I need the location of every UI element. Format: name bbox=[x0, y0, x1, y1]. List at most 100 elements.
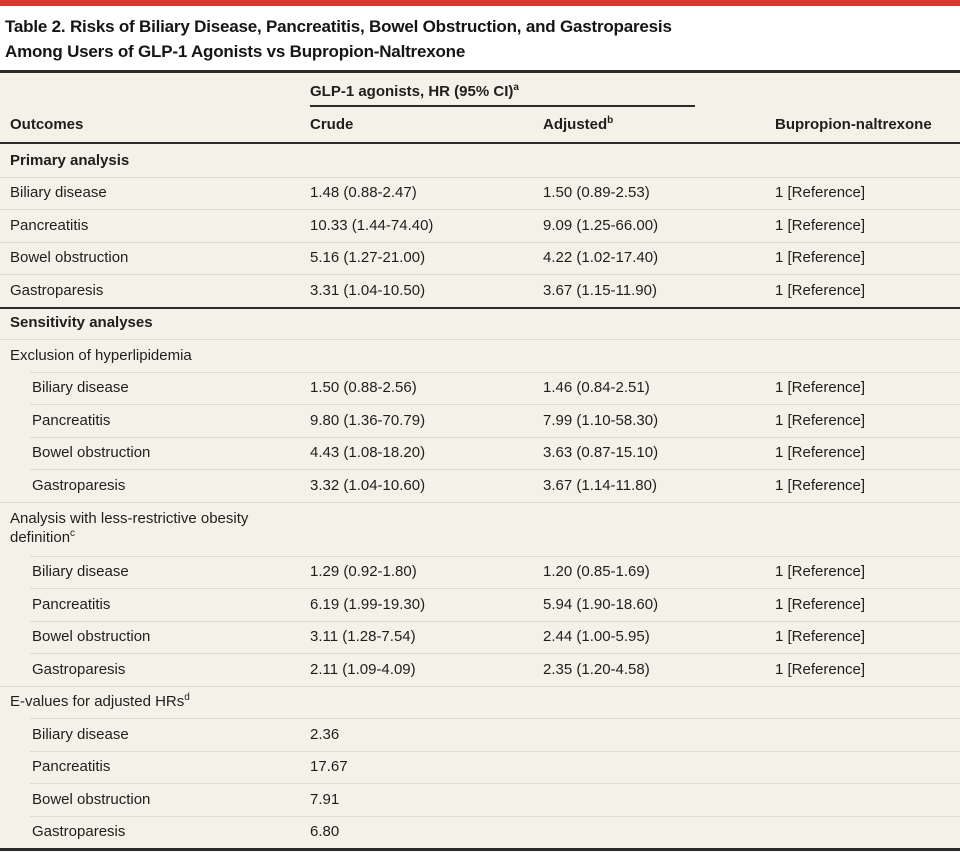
table-row: Pancreatitis 10.33 (1.44-74.40) 9.09 (1.… bbox=[0, 209, 960, 242]
outcome-label-text: Pancreatitis bbox=[32, 411, 111, 429]
crude-value: 1.29 (0.92-1.80) bbox=[310, 563, 417, 581]
outcome-label-text: Gastroparesis bbox=[32, 823, 126, 841]
outcome-label-text: Bowel obstruction bbox=[32, 444, 151, 462]
outcome-label: Biliary disease bbox=[10, 184, 310, 201]
crude-value: 5.16 (1.27-21.00) bbox=[310, 249, 426, 267]
outcome-label: Gastroparesis bbox=[10, 282, 310, 299]
comparator-value: 1 [Reference] bbox=[775, 216, 866, 234]
crude-value: 10.33 (1.44-74.40) bbox=[310, 216, 434, 234]
outcome-label: Bowel obstruction bbox=[10, 791, 310, 808]
adjusted-value: 3.67 (1.14-11.80) bbox=[543, 476, 657, 494]
outcome-label: Bowel obstruction bbox=[10, 444, 310, 461]
outcome-label: Pancreatitis bbox=[10, 412, 310, 429]
outcome-label-text: Bowel obstruction bbox=[32, 790, 151, 808]
table-row: Gastroparesis 3.31 (1.04-10.50) 3.67 (1.… bbox=[0, 274, 960, 307]
outcome-label: Gastroparesis bbox=[10, 823, 310, 840]
outcome-label: Bowel obstruction bbox=[10, 249, 310, 266]
outcome-label: Pancreatitis bbox=[10, 217, 310, 234]
accent-bar bbox=[0, 0, 960, 6]
outcome-label-text: Biliary disease bbox=[32, 563, 129, 581]
outcome-label: Pancreatitis bbox=[10, 596, 310, 613]
outcome-label-text: Gastroparesis bbox=[32, 476, 126, 494]
column-header-comparator: Bupropion-naltrexone bbox=[775, 116, 932, 133]
section-header-row: Primary analysis bbox=[0, 144, 960, 177]
table-title: Table 2. Risks of Biliary Disease, Pancr… bbox=[0, 6, 960, 70]
outcome-label: Biliary disease bbox=[10, 563, 310, 580]
table-row: Pancreatitis 9.80 (1.36-70.79) 7.99 (1.1… bbox=[0, 404, 960, 437]
table-header: GLP-1 agonists, HR (95% CI)a Outcomes Cr… bbox=[0, 73, 960, 144]
outcome-label-text: Gastroparesis bbox=[10, 281, 104, 299]
crude-value: 9.80 (1.36-70.79) bbox=[310, 411, 426, 429]
crude-value: 2.36 bbox=[310, 725, 340, 743]
comparator-value: 1 [Reference] bbox=[775, 628, 866, 646]
table-row: Bowel obstruction 5.16 (1.27-21.00) 4.22… bbox=[0, 241, 960, 275]
crude-value: 2.11 (1.09-4.09) bbox=[310, 660, 416, 678]
crude-value: 1.48 (0.88-2.47) bbox=[310, 184, 417, 202]
adjusted-value: 1.20 (0.85-1.69) bbox=[543, 563, 650, 581]
table-row: Biliary disease 1.29 (0.92-1.80) 1.20 (0… bbox=[0, 555, 960, 589]
table-row: Gastroparesis 6.80 bbox=[0, 815, 960, 849]
outcome-label: Gastroparesis bbox=[10, 661, 310, 678]
data-table: GLP-1 agonists, HR (95% CI)a Outcomes Cr… bbox=[0, 70, 960, 851]
subsection-header-row: E-values for adjusted HRsd bbox=[0, 685, 960, 719]
section-label: Sensitivity analyses bbox=[10, 314, 310, 331]
subsection-label: E-values for adjusted HRsd bbox=[10, 692, 310, 711]
subsection-label-text: Analysis with less-restrictive obesity d… bbox=[10, 510, 249, 546]
column-header-crude: Crude bbox=[310, 116, 354, 133]
adjusted-value: 3.67 (1.15-11.90) bbox=[543, 281, 657, 299]
comparator-value: 1 [Reference] bbox=[775, 379, 866, 397]
crude-value: 6.80 bbox=[310, 823, 340, 841]
subsection-label-text: E-values for adjusted HRs bbox=[10, 693, 185, 711]
table-row: Biliary disease 1.50 (0.88-2.56) 1.46 (0… bbox=[0, 371, 960, 405]
adjusted-value: 9.09 (1.25-66.00) bbox=[543, 216, 659, 234]
adjusted-value: 2.44 (1.00-5.95) bbox=[543, 628, 650, 646]
column-header-outcomes: Outcomes bbox=[10, 116, 84, 133]
adjusted-value: 3.63 (0.87-15.10) bbox=[543, 444, 659, 462]
crude-value: 7.91 bbox=[310, 790, 340, 808]
footnote-marker-c: c bbox=[70, 527, 76, 539]
section-label-text: Sensitivity analyses bbox=[10, 314, 153, 332]
table-title-line1: Table 2. Risks of Biliary Disease, Pancr… bbox=[5, 17, 672, 36]
footnote-marker-d: d bbox=[184, 692, 190, 704]
adjusted-value: 4.22 (1.02-17.40) bbox=[543, 249, 659, 267]
subsection-header-row: Analysis with less-restrictive obesity d… bbox=[0, 501, 960, 556]
footnote-marker-a: a bbox=[513, 82, 519, 93]
crude-value: 17.67 bbox=[310, 758, 348, 776]
adjusted-value: 2.35 (1.20-4.58) bbox=[543, 660, 650, 678]
adjusted-value: 7.99 (1.10-58.30) bbox=[543, 411, 659, 429]
column-header-row: Outcomes Crude Adjustedb Bupropion-naltr… bbox=[0, 107, 960, 144]
crude-value: 3.31 (1.04-10.50) bbox=[310, 281, 426, 299]
crude-value: 3.11 (1.28-7.54) bbox=[310, 628, 416, 646]
section-label: Primary analysis bbox=[10, 152, 310, 169]
column-header-adjusted-label: Adjusted bbox=[543, 116, 608, 133]
table-row: Gastroparesis 2.11 (1.09-4.09) 2.35 (1.2… bbox=[0, 653, 960, 686]
table-row: Gastroparesis 3.32 (1.04-10.60) 3.67 (1.… bbox=[0, 469, 960, 502]
crude-value: 4.43 (1.08-18.20) bbox=[310, 444, 426, 462]
table-title-line2: Among Users of GLP-1 Agonists vs Bupropi… bbox=[5, 42, 466, 61]
adjusted-value: 5.94 (1.90-18.60) bbox=[543, 595, 659, 613]
comparator-value: 1 [Reference] bbox=[775, 184, 866, 202]
crude-value: 3.32 (1.04-10.60) bbox=[310, 476, 426, 494]
subsection-header-row: Exclusion of hyperlipidemia bbox=[0, 339, 960, 372]
subsection-label-text: Exclusion of hyperlipidemia bbox=[10, 346, 192, 364]
comparator-value: 1 [Reference] bbox=[775, 476, 866, 494]
span-column-header-label: GLP-1 agonists, HR (95% CI) bbox=[310, 83, 514, 100]
comparator-value: 1 [Reference] bbox=[775, 444, 866, 462]
outcome-label: Pancreatitis bbox=[10, 758, 310, 775]
table-row: Pancreatitis 6.19 (1.99-19.30) 5.94 (1.9… bbox=[0, 588, 960, 621]
span-column-header: GLP-1 agonists, HR (95% CI)a bbox=[310, 83, 695, 107]
outcome-label-text: Bowel obstruction bbox=[32, 628, 151, 646]
outcome-label-text: Gastroparesis bbox=[32, 660, 126, 678]
subsection-label: Exclusion of hyperlipidemia bbox=[10, 347, 310, 364]
table-row: Bowel obstruction 7.91 bbox=[0, 783, 960, 816]
outcome-label: Biliary disease bbox=[10, 726, 310, 743]
footnote-marker-b: b bbox=[607, 115, 614, 126]
comparator-value: 1 [Reference] bbox=[775, 281, 866, 299]
outcome-label-text: Biliary disease bbox=[32, 725, 129, 743]
comparator-value: 1 [Reference] bbox=[775, 411, 866, 429]
section-header-row: Sensitivity analyses bbox=[0, 306, 960, 340]
crude-value: 6.19 (1.99-19.30) bbox=[310, 595, 426, 613]
section-label-text: Primary analysis bbox=[10, 151, 130, 169]
table-row: Biliary disease 2.36 bbox=[0, 718, 960, 751]
adjusted-value: 1.46 (0.84-2.51) bbox=[543, 379, 650, 397]
